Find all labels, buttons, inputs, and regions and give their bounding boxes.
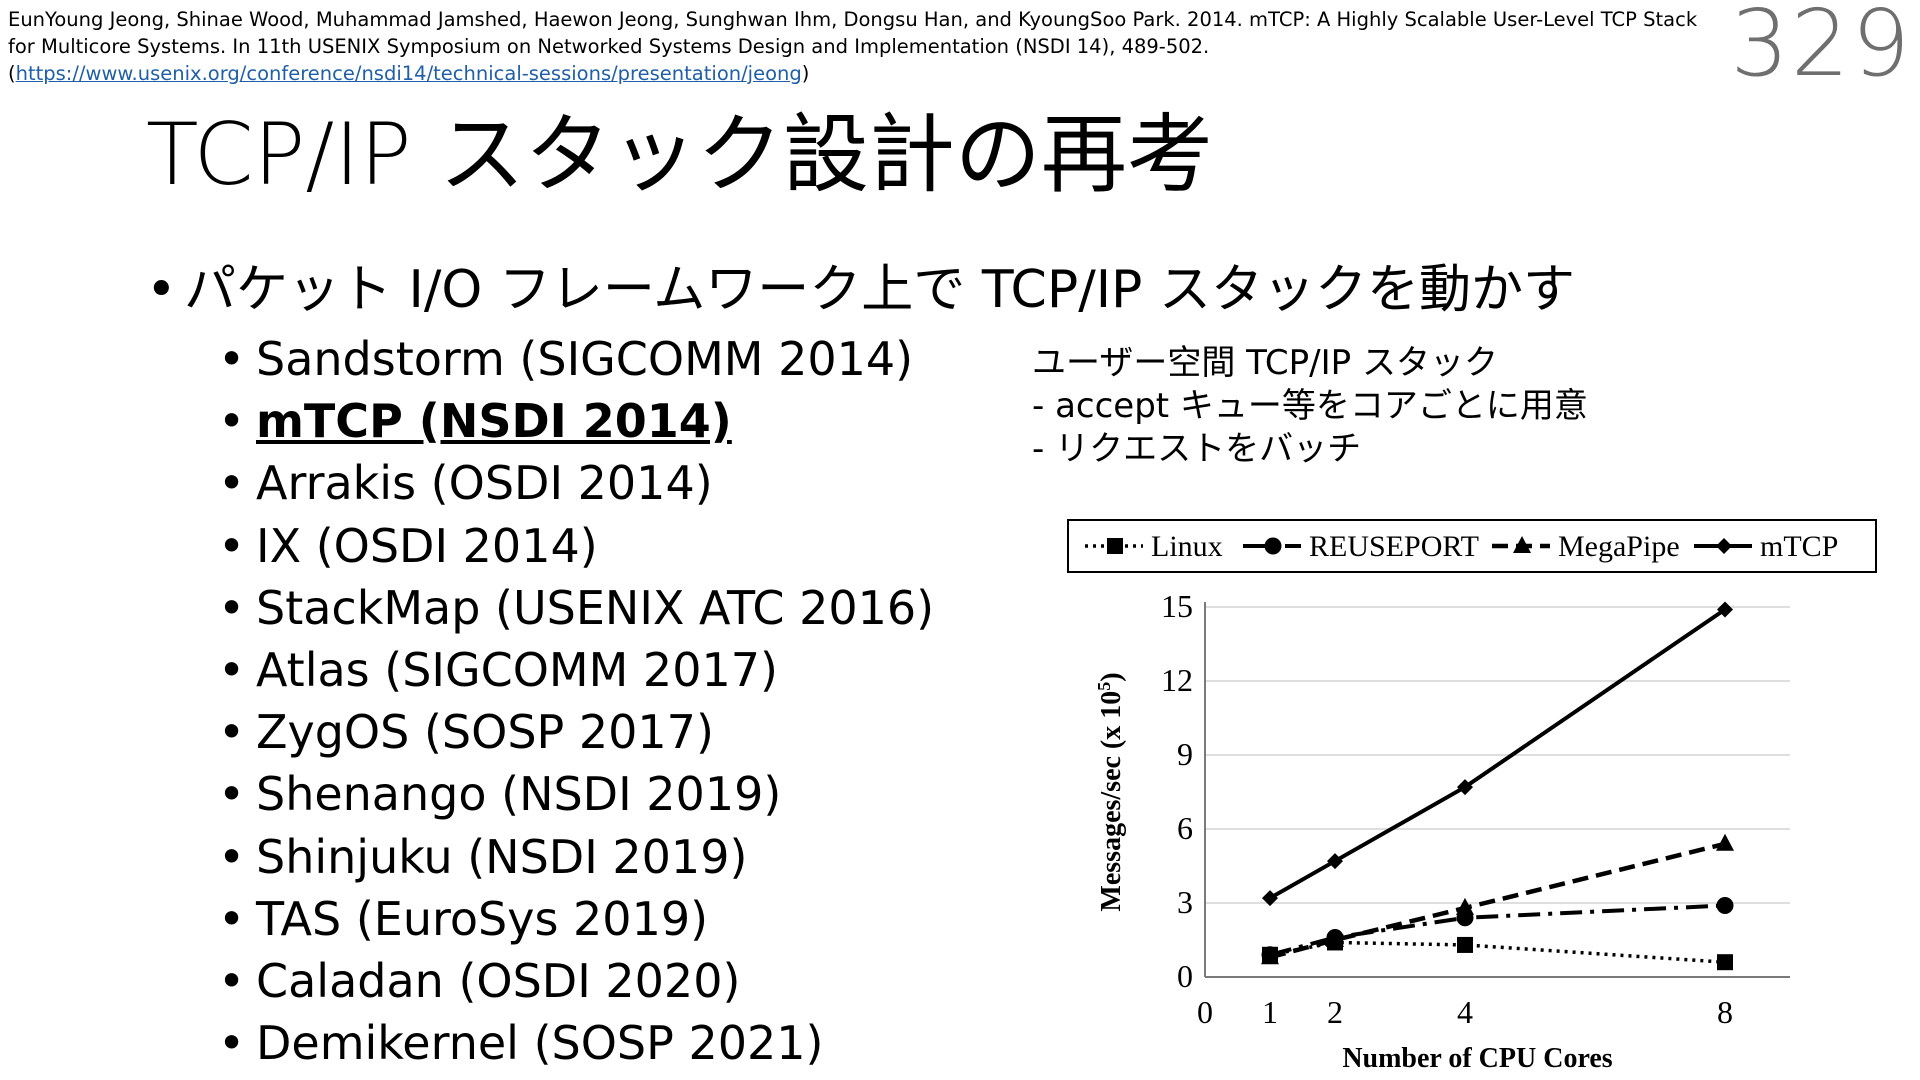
x-tick-label: 0	[1197, 994, 1213, 1030]
y-tick-label: 6	[1177, 810, 1193, 846]
sub-item-text: Demikernel (SOSP 2021)	[256, 1016, 824, 1071]
sub-item-text: ZygOS (SOSP 2017)	[256, 705, 714, 760]
x-tick-label: 1	[1262, 994, 1278, 1030]
legend-box	[1067, 519, 1877, 573]
sub-item: • StackMap (USENIX ATC 2016)	[218, 577, 934, 639]
bullet-dot: •	[218, 456, 246, 511]
y-tick-label: 12	[1161, 662, 1193, 698]
x-axis-label: Number of CPU Cores	[1342, 1043, 1612, 1072]
y-tick-label: 0	[1177, 958, 1193, 994]
bullet-dot: •	[218, 829, 246, 884]
series-line-mtcp	[1269, 607, 1727, 900]
sub-item-text: TAS (EuroSys 2019)	[256, 891, 709, 946]
sub-item: • Shinjuku (NSDI 2019)	[218, 826, 934, 888]
page-number: 329	[1730, 0, 1912, 97]
citation-link[interactable]: https://www.usenix.org/conference/nsdi14…	[15, 62, 802, 85]
sub-item: • Demikernel (SOSP 2021)	[218, 1012, 934, 1074]
sub-item: • Sandstorm (SIGCOMM 2014)	[218, 328, 934, 390]
mtcp-note: ユーザー空間 TCP/IP スタック - accept キュー等をコアごとに用意…	[1032, 342, 1588, 471]
data-point-mtcp	[1457, 779, 1473, 796]
sub-bullet-list: • Sandstorm (SIGCOMM 2014) • mTCP (NSDI 20…	[218, 328, 934, 1074]
data-point-megapipe	[1326, 930, 1344, 947]
x-tick-label: 8	[1717, 994, 1733, 1030]
note-line: ユーザー空間 TCP/IP スタック	[1032, 343, 1498, 383]
sub-item-text: Shenango (NSDI 2019)	[256, 767, 782, 822]
bullet-dot: •	[146, 260, 177, 320]
sub-item-text: StackMap (USENIX ATC 2016)	[256, 580, 935, 635]
bullet-dot: •	[218, 767, 246, 822]
x-tick-label: 4	[1457, 994, 1473, 1030]
bullet-dot: •	[218, 954, 246, 1009]
y-axis-label-text: Messages/sec (x 10	[1096, 691, 1127, 912]
main-bullet-text: パケット I/O フレームワーク上で TCP/IP スタックを動かす	[184, 260, 1575, 320]
legend-label-mtcp: mTCP	[1760, 530, 1838, 563]
sub-item-text: Sandstorm (SIGCOMM 2014)	[256, 332, 914, 386]
series-line-megapipe	[1269, 841, 1726, 960]
legend-label-linux: Linux	[1151, 530, 1223, 563]
bullet-dot: •	[218, 332, 246, 386]
data-point-megapipe	[1456, 897, 1474, 915]
data-point-megapipe	[1716, 833, 1734, 851]
data-point-linux	[1457, 936, 1473, 953]
main-bullet: • パケット I/O フレームワーク上で TCP/IP スタックを動かす	[146, 258, 1575, 322]
sub-item-text: Caladan (OSDI 2020)	[256, 954, 741, 1009]
bullet-dot: •	[218, 1016, 246, 1071]
data-point-megapipe	[1261, 947, 1279, 965]
sub-item-highlighted: • mTCP (NSDI 2014)	[218, 390, 934, 452]
sub-item-text: IX (OSDI 2014)	[256, 518, 598, 573]
sub-item-text: Shinjuku (NSDI 2019)	[256, 829, 748, 884]
y-tick-label: 3	[1177, 884, 1193, 920]
bullet-dot: •	[218, 394, 246, 449]
citation-suffix: )	[801, 62, 810, 85]
legend-marker-linux	[1107, 538, 1123, 554]
sub-item: • Caladan (OSDI 2020)	[218, 950, 934, 1012]
sub-item: • Atlas (SIGCOMM 2017)	[218, 639, 934, 701]
y-tick-label: 15	[1161, 588, 1193, 624]
sub-item: • ZygOS (SOSP 2017)	[218, 701, 934, 763]
sub-item: • Shenango (NSDI 2019)	[218, 763, 934, 825]
data-point-linux	[1717, 954, 1733, 971]
bullet-dot: •	[218, 518, 246, 573]
citation-text: EunYoung Jeong, Shinae Wood, Muhammad Ja…	[8, 8, 1698, 85]
legend-marker-megapipe	[1513, 536, 1531, 553]
throughput-chart: 0 3 6 9 12 15 0 1 2 4 8 Number of CPU Cores Messages…	[1060, 512, 1890, 1076]
bullet-dot: •	[218, 891, 246, 946]
series-line-reuseport	[1269, 903, 1726, 957]
data-point-mtcp	[1717, 601, 1733, 618]
data-point-mtcp	[1262, 890, 1278, 907]
y-axis-label-end: )	[1096, 672, 1127, 681]
sub-item: • TAS (EuroSys 2019)	[218, 888, 934, 950]
note-line: - accept キュー等をコアごとに用意	[1032, 386, 1588, 426]
sub-item-text: Arrakis (OSDI 2014)	[256, 456, 713, 511]
sub-item: • Arrakis (OSDI 2014)	[218, 452, 934, 514]
sub-item-text: Atlas (SIGCOMM 2017)	[256, 643, 778, 698]
legend-label-reuseport: REUSEPORT	[1309, 530, 1479, 563]
legend-marker-reuseport	[1264, 537, 1282, 555]
y-axis-label: Messages/sec (x 105)	[1094, 672, 1127, 911]
data-point-mtcp	[1327, 853, 1343, 870]
note-line: - リクエストをバッチ	[1032, 429, 1362, 469]
x-tick-label: 2	[1327, 994, 1343, 1030]
slide-title: TCP/IP スタック設計の再考	[146, 105, 1213, 205]
citation: EunYoung Jeong, Shinae Wood, Muhammad Ja…	[8, 6, 1708, 87]
y-tick-label: 9	[1177, 736, 1193, 772]
bullet-dot: •	[218, 643, 246, 698]
sub-item: • IX (OSDI 2014)	[218, 515, 934, 577]
bullet-dot: •	[218, 580, 246, 635]
sub-item-text: mTCP (NSDI 2014)	[256, 394, 732, 449]
legend-label-megapipe: MegaPipe	[1558, 530, 1680, 563]
legend-marker-mtcp	[1716, 538, 1732, 554]
data-point-reuseport	[1716, 896, 1734, 914]
bullet-dot: •	[218, 705, 246, 760]
y-axis-label-sup: 5	[1094, 682, 1114, 691]
